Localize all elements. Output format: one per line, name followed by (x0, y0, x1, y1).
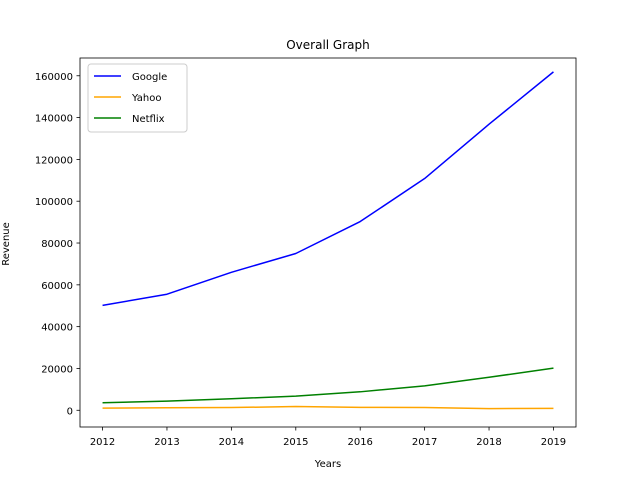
legend: Google Yahoo Netflix (87, 63, 188, 133)
x-tick-label: 2012 (90, 437, 115, 448)
series-line-netflix (102, 367, 554, 404)
x-tick-label: 2016 (347, 437, 372, 448)
y-tick-label: 120000 (35, 155, 73, 166)
y-tick-label: 160000 (35, 72, 73, 83)
x-tick-label: 2017 (412, 437, 437, 448)
y-tick-label: 0 (67, 406, 73, 417)
legend-label-yahoo: Yahoo (131, 93, 161, 104)
y-tick-label: 60000 (41, 281, 73, 292)
x-tick-label: 2019 (541, 437, 566, 448)
y-tick-label: 40000 (41, 323, 73, 334)
y-tick-label: 20000 (41, 364, 73, 375)
y-axis-label: Revenue (1, 222, 12, 266)
y-axis: 0 20000 40000 60000 80000 100000 120000 140000 1… (35, 72, 80, 417)
series-line-google (102, 71, 554, 307)
series-line-yahoo (102, 405, 554, 410)
plot-area (79, 57, 577, 428)
legend-label-netflix: Netflix (132, 114, 165, 125)
chart-title: Overall Graph (286, 38, 370, 52)
plot-frame (79, 57, 577, 428)
legend-box (87, 63, 188, 133)
x-axis-label: Years (314, 459, 341, 470)
x-tick-label: 2015 (283, 437, 308, 448)
legend-label-google: Google (132, 72, 167, 83)
x-tick-label: 2013 (154, 437, 179, 448)
x-tick-label: 2018 (476, 437, 501, 448)
y-tick-label: 100000 (35, 197, 73, 208)
y-tick-label: 80000 (41, 239, 73, 250)
y-tick-label: 140000 (35, 114, 73, 125)
x-axis: 2012 2013 2014 2015 2016 2017 2018 2019 (90, 427, 566, 448)
x-tick-label: 2014 (219, 437, 244, 448)
